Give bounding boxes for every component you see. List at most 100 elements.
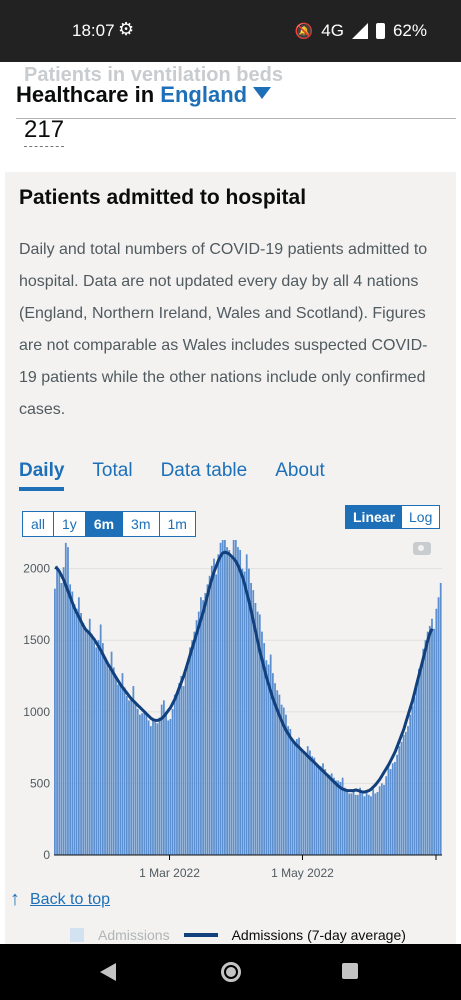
bar xyxy=(267,664,270,855)
range-1m-button[interactable]: 1m xyxy=(167,516,187,532)
bar xyxy=(248,568,250,855)
bar xyxy=(300,749,303,855)
bar xyxy=(370,796,372,855)
bar xyxy=(437,597,440,855)
bar xyxy=(217,554,220,855)
bar xyxy=(385,776,388,855)
tab-about[interactable]: About xyxy=(275,460,325,481)
admissions-chart: 0 500 1000 1500 2000 1 Mar 2022 1 May 2022 xyxy=(23,540,442,880)
bar xyxy=(317,766,320,855)
bar xyxy=(333,777,335,855)
bar xyxy=(171,708,174,855)
range-all-button[interactable]: all xyxy=(23,512,55,536)
bar xyxy=(250,582,252,855)
range-3m-button[interactable]: 3m xyxy=(123,512,160,536)
clock: 18:07 xyxy=(72,21,115,40)
bar xyxy=(280,704,283,855)
ventilation-beds-value[interactable]: 217 xyxy=(24,116,65,147)
back-to-top-label[interactable]: Back to top xyxy=(30,890,111,908)
camera-icon[interactable] xyxy=(413,542,431,555)
bar xyxy=(407,726,409,855)
bar xyxy=(77,597,80,855)
bar xyxy=(372,789,375,855)
bar xyxy=(145,714,148,855)
bar xyxy=(221,540,224,855)
bar xyxy=(208,575,211,855)
bar xyxy=(58,571,61,855)
bar xyxy=(252,590,255,855)
bar xyxy=(165,711,167,855)
bar xyxy=(383,784,385,855)
scale-linear-button[interactable]: Linear xyxy=(346,506,403,528)
tab-daily[interactable]: Daily xyxy=(19,460,65,491)
network-type: 4G xyxy=(321,21,344,40)
bar xyxy=(95,647,98,855)
time-range-selector: all 1y 6m 3m 1m xyxy=(22,511,196,537)
bar xyxy=(112,667,115,855)
x-tick-label: 1 Mar 2022 xyxy=(139,866,200,880)
bar xyxy=(228,550,231,855)
bar xyxy=(269,654,272,855)
bar xyxy=(285,714,287,855)
bar xyxy=(84,628,87,855)
bar xyxy=(409,714,412,855)
bar xyxy=(117,684,119,855)
bar xyxy=(180,676,183,855)
bar xyxy=(291,740,294,855)
bar xyxy=(276,690,279,855)
bar xyxy=(232,540,235,855)
bar xyxy=(389,769,392,855)
area-selector[interactable]: Healthcare in England xyxy=(16,82,272,108)
bar xyxy=(263,643,266,855)
bar xyxy=(424,640,427,855)
bar xyxy=(361,793,364,855)
legend-bar-swatch xyxy=(70,928,84,942)
status-bar: 18:07 ⚙ 🔕 4G 62% xyxy=(0,0,461,62)
bar xyxy=(335,780,337,855)
bar xyxy=(86,631,89,855)
bar xyxy=(160,704,163,855)
bar xyxy=(108,668,111,855)
bar xyxy=(230,557,233,855)
bar xyxy=(80,613,82,855)
bar xyxy=(431,618,433,855)
back-nav-icon[interactable] xyxy=(100,963,116,981)
bar xyxy=(302,751,305,855)
bar xyxy=(136,708,139,855)
home-nav-icon[interactable] xyxy=(221,962,241,982)
bar xyxy=(195,620,198,855)
scale-log-button[interactable]: Log xyxy=(409,509,433,525)
bar xyxy=(193,631,196,855)
bar xyxy=(365,792,368,855)
bar xyxy=(278,694,281,855)
bar xyxy=(69,584,72,855)
range-1y-button[interactable]: 1y xyxy=(54,512,86,536)
back-to-top-link[interactable]: ↑ Back to top xyxy=(10,888,110,911)
bar xyxy=(367,794,370,855)
bar xyxy=(245,554,248,855)
bar xyxy=(134,703,137,855)
bar xyxy=(60,582,63,855)
bar xyxy=(206,584,209,855)
bar xyxy=(339,781,342,855)
status-icons: 🔕 4G 62% xyxy=(295,21,427,41)
bar xyxy=(162,700,165,855)
range-6m-button[interactable]: 6m xyxy=(85,512,124,536)
bar xyxy=(202,600,205,855)
tab-data-table[interactable]: Data table xyxy=(160,460,248,481)
area-name[interactable]: England xyxy=(160,82,248,107)
bar xyxy=(97,640,100,855)
bar xyxy=(132,686,135,855)
tab-total[interactable]: Total xyxy=(92,460,133,481)
x-tick-label: 1 May 2022 xyxy=(271,866,334,880)
caret-down-icon[interactable] xyxy=(253,87,272,99)
recents-nav-icon[interactable] xyxy=(342,963,358,979)
bar xyxy=(186,663,189,855)
bar xyxy=(315,763,318,855)
bar xyxy=(167,720,170,855)
bar xyxy=(256,611,259,855)
bar xyxy=(110,651,113,855)
bar xyxy=(210,565,213,855)
bar xyxy=(121,673,124,855)
bar xyxy=(154,721,157,855)
